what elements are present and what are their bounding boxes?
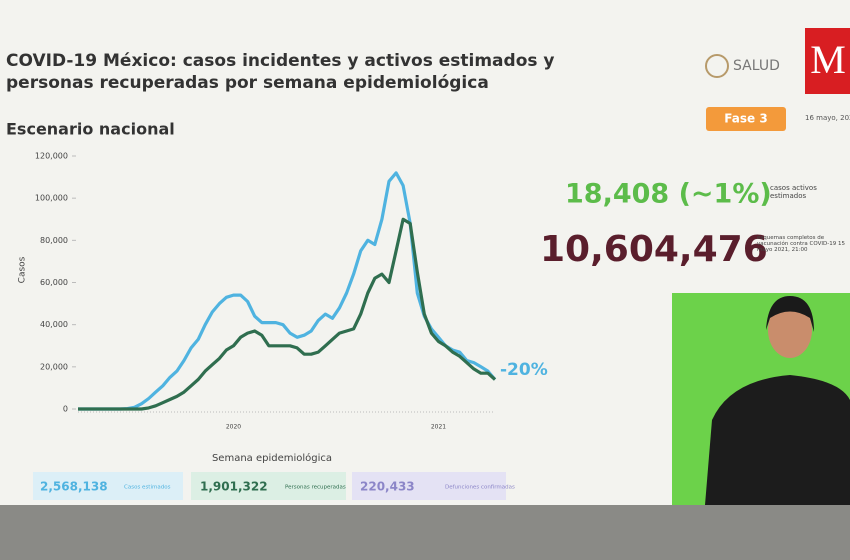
summary-value: 2,568,138 (40, 480, 108, 494)
summary-box (191, 472, 346, 500)
bottom-strip (0, 505, 850, 560)
title-box: COVID-19 México: casos incidentes y acti… (6, 51, 555, 93)
chart-title: COVID-19 México: casos incidentes y acti… (6, 51, 555, 93)
subtitle: Escenario nacional (6, 120, 175, 139)
y-tick-label: 60,000 (40, 278, 68, 287)
summary-label: Personas recuperadas (285, 485, 346, 491)
x-axis-label: Semana epidemiológica (212, 452, 332, 464)
interpreter-hair (766, 296, 814, 332)
channel-logo-box (805, 28, 850, 94)
active-label: casos activos estimados (770, 184, 817, 200)
y-tick-label: 0 (63, 405, 68, 414)
active-label-box: casos activos estimados (770, 184, 817, 200)
vaccination-label: esquemas completos de vacunación contra … (757, 235, 845, 253)
phase: Fase 3 (724, 112, 767, 126)
summary-box (33, 472, 183, 500)
phase-box (706, 107, 786, 131)
interpreter-body (705, 375, 850, 505)
y-tick-label: 40,000 (40, 320, 68, 329)
summary-value: 1,901,322 (200, 480, 268, 494)
y-tick-label: 120,000 (35, 152, 68, 161)
date: 16 mayo, 2021 (805, 114, 850, 122)
active-value: 18,408 (~1%) (565, 179, 772, 210)
summary-value: 220,433 (360, 480, 415, 494)
annotation: -20% (500, 360, 548, 380)
y-tick-label: 80,000 (40, 236, 68, 245)
summary-box (352, 472, 506, 500)
y-tick-label: 100,000 (35, 194, 68, 203)
channel-logo: M (810, 37, 846, 82)
x-tick-label: 2021 (431, 424, 446, 431)
vaccination-value: 10,604,476 (540, 229, 768, 270)
interpreter-face (768, 302, 812, 358)
series-line (78, 217, 497, 411)
y-axis-label: Casos (18, 256, 28, 283)
summary-label: Casos estimados (124, 485, 171, 491)
x-tick-label: 2020 (226, 424, 241, 431)
vaccination-label-box: esquemas completos de vacunación contra … (757, 235, 845, 253)
emblem (705, 54, 729, 78)
y-tick-label: 20,000 (40, 362, 68, 371)
summary-label: Defunciones confirmadas (445, 485, 515, 491)
plot: 0 20,000 40,000 60,000 80,000 100,000 120,000 2… (35, 152, 497, 431)
logo: SALUD (733, 58, 780, 74)
